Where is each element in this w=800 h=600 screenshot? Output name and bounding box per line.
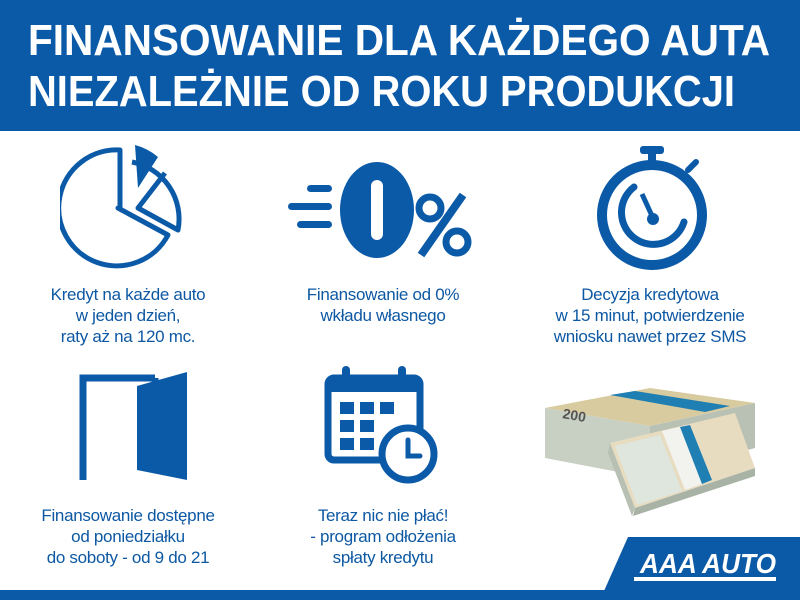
caption-line: raty aż na 120 mc. bbox=[60, 327, 196, 346]
feature-caption-deferral: Teraz nic nie płać! - program odłożenia … bbox=[253, 505, 513, 568]
calendar-clock-icon bbox=[324, 366, 438, 484]
caption-line: od poniedziałku bbox=[71, 527, 185, 546]
headline: FINANSOWANIE DLA KAŻDEGO AUTA NIEZALEŻNI… bbox=[28, 16, 770, 116]
banknote-stacks-image: 200 bbox=[545, 388, 755, 516]
aaa-auto-logo: AAA AUTO bbox=[600, 537, 800, 600]
logo-text: AAA AUTO bbox=[639, 548, 776, 579]
header-banner: FINANSOWANIE DLA KAŻDEGO AUTA NIEZALEŻNI… bbox=[0, 0, 800, 131]
caption-line: - program odłożenia bbox=[310, 527, 456, 546]
feature-caption-hours: Finansowanie dostępne od poniedziałku do… bbox=[0, 505, 258, 568]
bottom-bar bbox=[0, 590, 800, 600]
caption-line: w jeden dzień, bbox=[75, 306, 181, 325]
caption-line: do soboty - od 9 do 21 bbox=[46, 548, 210, 567]
feature-caption-credit: Kredyt na każde auto w jeden dzień, raty… bbox=[0, 284, 258, 347]
front-stack bbox=[608, 413, 755, 516]
caption-line: Finansowanie od 0% bbox=[306, 285, 460, 304]
headline-line-2: NIEZALEŻNIE OD ROKU PRODUKCJI bbox=[28, 67, 735, 116]
caption-line: Finansowanie dostępne bbox=[41, 506, 215, 525]
open-door-icon bbox=[79, 372, 187, 480]
zero-percent-icon bbox=[288, 162, 472, 258]
banknote-value: 200 bbox=[561, 405, 587, 425]
caption-line: Kredyt na każde auto bbox=[50, 285, 206, 304]
feature-caption-decision: Decyzja kredytowa w 15 minut, potwierdze… bbox=[520, 284, 780, 347]
feature-caption-zero-down: Finansowanie od 0% wkładu własnego bbox=[253, 284, 513, 326]
headline-line-1: FINANSOWANIE DLA KAŻDEGO AUTA bbox=[28, 16, 770, 65]
caption-line: Teraz nic nie płać! bbox=[317, 506, 449, 525]
caption-line: wkładu własnego bbox=[320, 306, 446, 325]
stopwatch-icon bbox=[597, 146, 707, 270]
caption-line: wniosku nawet przez SMS bbox=[553, 327, 747, 346]
caption-line: w 15 minut, potwierdzenie bbox=[555, 306, 745, 325]
caption-line: spłaty kredytu bbox=[332, 548, 434, 567]
caption-line: Decyzja kredytowa bbox=[581, 285, 719, 304]
pie-chart-icon bbox=[60, 145, 182, 269]
